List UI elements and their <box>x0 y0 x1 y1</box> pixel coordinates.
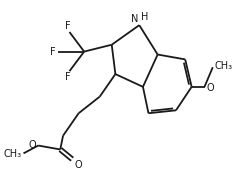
Text: H: H <box>141 12 149 22</box>
Text: O: O <box>29 140 37 150</box>
Text: O: O <box>74 160 82 170</box>
Text: F: F <box>50 47 56 57</box>
Text: CH₃: CH₃ <box>215 61 233 71</box>
Text: CH₃: CH₃ <box>4 149 22 159</box>
Text: F: F <box>65 72 70 82</box>
Text: N: N <box>131 14 138 24</box>
Text: F: F <box>65 21 70 31</box>
Text: O: O <box>206 83 214 93</box>
